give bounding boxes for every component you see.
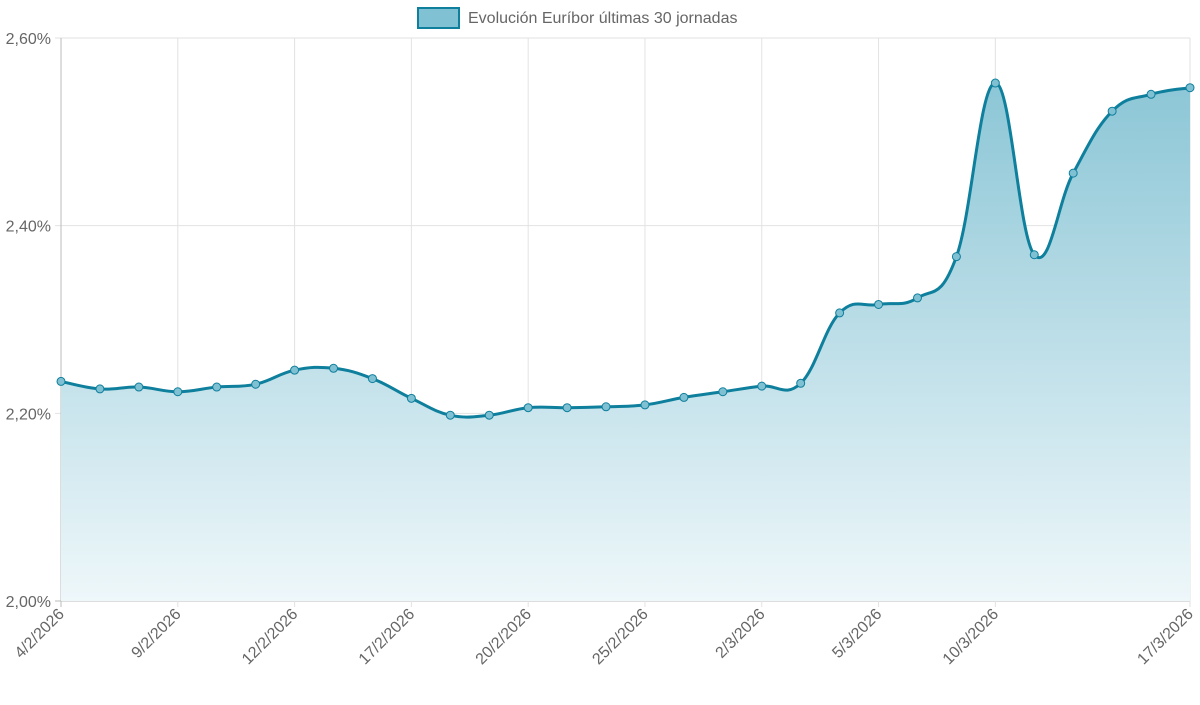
legend-label: Evolución Euríbor últimas 30 jornadas [468, 10, 737, 27]
data-point[interactable] [1068, 168, 1078, 178]
data-point[interactable] [601, 402, 611, 412]
data-point[interactable] [874, 299, 884, 309]
data-point[interactable] [1029, 250, 1039, 260]
data-point[interactable] [562, 403, 572, 413]
data-point[interactable] [1107, 106, 1117, 116]
x-tick-label: 10/3/2026 [940, 606, 1002, 668]
data-point[interactable] [990, 78, 1000, 88]
data-point[interactable] [445, 410, 455, 420]
legend[interactable]: Evolución Euríbor últimas 30 jornadas [417, 7, 737, 29]
data-point[interactable] [523, 403, 533, 413]
series-area [61, 83, 1190, 602]
data-point[interactable] [951, 252, 961, 262]
y-tick-label: 2,00% [6, 594, 51, 611]
data-point[interactable] [679, 392, 689, 402]
data-point[interactable] [173, 387, 183, 397]
data-point[interactable] [484, 410, 494, 420]
data-point[interactable] [367, 374, 377, 384]
x-tick-label: 17/3/2026 [1134, 606, 1196, 668]
y-tick-label: 2,40% [6, 219, 51, 236]
legend-swatch [417, 7, 460, 29]
data-point[interactable] [406, 393, 416, 403]
data-point[interactable] [796, 378, 806, 388]
data-point[interactable] [251, 379, 261, 389]
x-tick-label: 17/2/2026 [356, 606, 418, 668]
data-point[interactable] [640, 400, 650, 410]
data-point[interactable] [718, 387, 728, 397]
data-point[interactable] [1146, 89, 1156, 99]
data-point[interactable] [835, 308, 845, 318]
data-point[interactable] [757, 381, 767, 391]
x-tick-label: 25/2/2026 [589, 606, 651, 668]
data-point[interactable] [134, 382, 144, 392]
data-point[interactable] [329, 363, 339, 373]
data-point[interactable] [56, 376, 66, 386]
x-tick-label: 4/2/2026 [12, 606, 68, 662]
data-point[interactable] [95, 384, 105, 394]
x-tick-label: 9/2/2026 [129, 606, 185, 662]
data-point[interactable] [212, 382, 222, 392]
x-tick-label: 5/3/2026 [829, 606, 885, 662]
y-tick-label: 2,20% [6, 406, 51, 423]
data-point[interactable] [1185, 83, 1195, 93]
y-tick-label: 2,60% [6, 31, 51, 48]
x-tick-label: 20/2/2026 [473, 606, 535, 668]
data-point[interactable] [912, 293, 922, 303]
x-tick-label: 2/3/2026 [713, 606, 769, 662]
x-tick-label: 12/2/2026 [239, 606, 301, 668]
data-point[interactable] [290, 365, 300, 375]
